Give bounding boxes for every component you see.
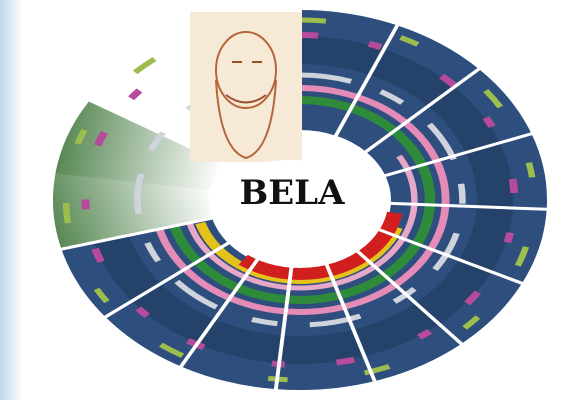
portrait xyxy=(190,12,302,162)
page: {"title": "BELA"} xyxy=(0,0,568,400)
logo: BELA xyxy=(0,0,568,400)
left-edge xyxy=(0,0,22,400)
title: BELA xyxy=(240,173,346,213)
